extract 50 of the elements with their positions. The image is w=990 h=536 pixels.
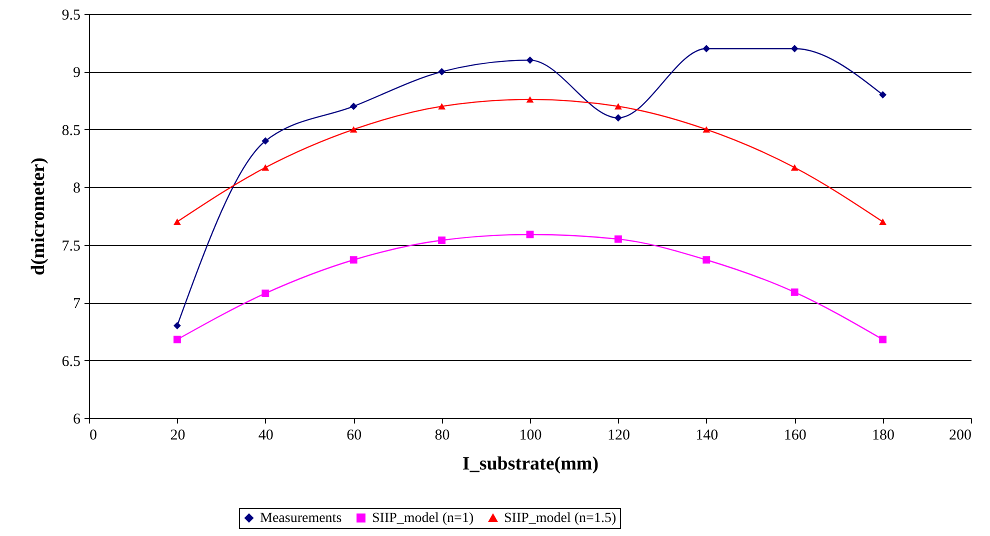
y-tick-label: 7.5: [62, 238, 80, 254]
legend-label: Measurements: [260, 511, 342, 526]
point: [262, 290, 270, 298]
x-tick-label: 80: [434, 428, 450, 444]
x-tick-label: 100: [519, 428, 542, 444]
point: [614, 103, 622, 110]
y-tick-label: 9.5: [62, 8, 80, 24]
x-tick-label: 0: [90, 428, 97, 444]
x-tick-label: 120: [607, 428, 630, 444]
point: [350, 126, 358, 133]
x-tick-label: 20: [170, 428, 186, 444]
legend-label: SIIP_model (n=1.5): [504, 511, 616, 526]
point: [614, 235, 622, 243]
y-tick-label: 6: [73, 412, 81, 428]
point: [526, 96, 534, 103]
point: [879, 91, 887, 99]
x-tick-label: 140: [696, 428, 718, 444]
point: [790, 164, 798, 171]
point: [702, 126, 710, 133]
point: [879, 218, 887, 225]
point: [438, 68, 446, 76]
point: [173, 322, 181, 330]
point: [350, 256, 358, 264]
point: [526, 56, 534, 64]
point: [350, 102, 358, 110]
x-tick-label: 180: [872, 428, 895, 444]
x-tick-label: 200: [949, 428, 972, 444]
y-tick-label: 9: [73, 65, 80, 82]
point: [790, 44, 798, 52]
legend-label: SIIP_model (n=1): [372, 511, 474, 526]
point: [262, 137, 270, 145]
point: [173, 336, 181, 344]
y-axis-title: d(micrometer): [28, 158, 49, 276]
x-axis-title: I_substrate(mm): [462, 454, 599, 474]
point: [438, 236, 446, 244]
point: [438, 103, 446, 110]
y-tick-label: 8.5: [62, 122, 80, 139]
y-tick-label: 7: [73, 296, 81, 312]
point: [173, 218, 181, 225]
x-tick-label: 40: [258, 428, 274, 444]
point: [790, 288, 798, 296]
x-tick-label: 60: [346, 428, 362, 444]
y-tick-label: 8: [73, 180, 80, 197]
point: [702, 256, 710, 264]
point: [614, 114, 622, 122]
point: [262, 164, 270, 171]
point: [702, 44, 710, 52]
y-tick-label: 6.5: [62, 354, 80, 370]
x-tick-label: 160: [784, 428, 806, 444]
point: [879, 336, 887, 344]
